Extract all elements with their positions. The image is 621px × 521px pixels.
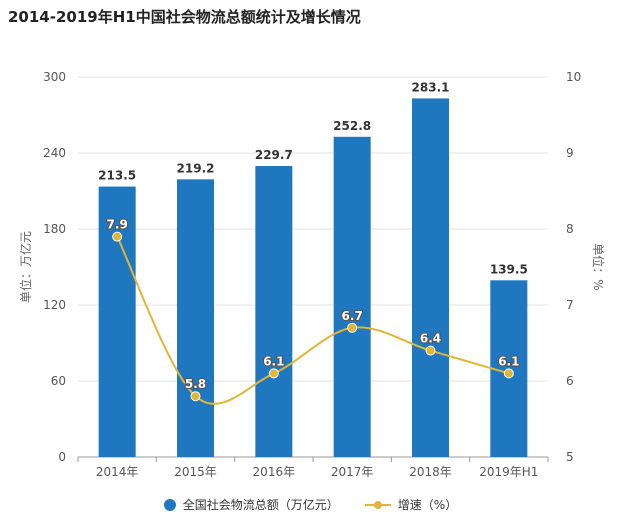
line-value-label: 7.9 — [107, 218, 128, 232]
gridlines — [78, 76, 548, 458]
line-point — [347, 322, 358, 333]
line-value-label: 6.1 — [498, 354, 519, 368]
growth-line — [116, 236, 510, 405]
y-right-tick-label: 5 — [566, 450, 574, 464]
bar-value-label: 139.5 — [490, 262, 528, 276]
line-value-label: 6.7 — [342, 309, 363, 323]
x-tick-label: 2015年 — [174, 465, 217, 479]
legend-swatch-bar — [163, 498, 176, 511]
x-tick-label: 2017年 — [331, 465, 374, 479]
bar — [177, 179, 214, 457]
legend-item-bar[interactable]: 全国社会物流总额（万亿元） — [163, 496, 339, 513]
y-right-tick-label: 9 — [566, 146, 574, 160]
line-point — [190, 391, 201, 402]
bar — [255, 166, 293, 457]
legend: 全国社会物流总额（万亿元） 增速（%） — [0, 496, 621, 513]
y-right-tick-label: 10 — [566, 70, 581, 84]
y-axis-right-title: 单位：% — [591, 243, 606, 290]
y-axis-left: 0 60 120 180 240 300 — [43, 70, 66, 464]
y-left-tick-label: 120 — [43, 298, 66, 312]
line-point — [425, 345, 436, 356]
y-left-tick-label: 300 — [43, 70, 66, 84]
y-axis-left-title: 单位：万亿元 — [18, 231, 33, 303]
y-right-tick-label: 8 — [566, 222, 574, 236]
line-value-label: 6.1 — [263, 354, 284, 368]
x-tick-label: 2016年 — [253, 465, 296, 479]
legend-swatch-line — [364, 499, 391, 511]
x-axis: 2014年 2015年 2016年 2017年 2018年 2019年H1 — [77, 457, 549, 479]
x-tick-label: 2019年H1 — [479, 465, 538, 479]
line-value-label: 5.8 — [185, 377, 206, 391]
bar — [412, 98, 449, 457]
bar-value-label: 213.5 — [98, 169, 136, 183]
bar — [333, 136, 371, 457]
y-axis-right: 5 6 7 8 9 10 — [566, 70, 581, 464]
line-point — [503, 368, 514, 379]
bar-value-label: 283.1 — [412, 80, 450, 94]
y-left-tick-label: 240 — [43, 146, 66, 160]
line-series: 7.9 5.8 6.1 6.7 6.4 6.1 — [105, 217, 521, 405]
legend-label-bar: 全国社会物流总额（万亿元） — [182, 498, 339, 512]
bar-series: 213.5 219.2 229.7 252.8 283.1 139.5 — [98, 80, 528, 458]
legend-item-line[interactable]: 增速（%） — [364, 496, 458, 513]
chart-title: 2014-2019年H1中国社会物流总额统计及增长情况 — [8, 8, 361, 26]
legend-label-line: 增速（%） — [397, 498, 458, 512]
y-right-tick-label: 6 — [566, 374, 574, 388]
x-tick-label: 2014年 — [96, 465, 139, 479]
y-right-tick-label: 7 — [566, 298, 574, 312]
line-value-label: 6.4 — [420, 332, 441, 346]
x-tick-label: 2018年 — [409, 465, 452, 479]
y-left-tick-label: 60 — [51, 374, 66, 388]
line-point — [268, 368, 279, 379]
bar-value-label: 219.2 — [177, 161, 215, 175]
line-point — [112, 231, 123, 242]
y-left-tick-label: 180 — [43, 222, 66, 236]
bar-value-label: 229.7 — [255, 148, 293, 162]
bar-value-label: 252.8 — [333, 119, 371, 133]
y-left-tick-label: 0 — [58, 450, 66, 464]
